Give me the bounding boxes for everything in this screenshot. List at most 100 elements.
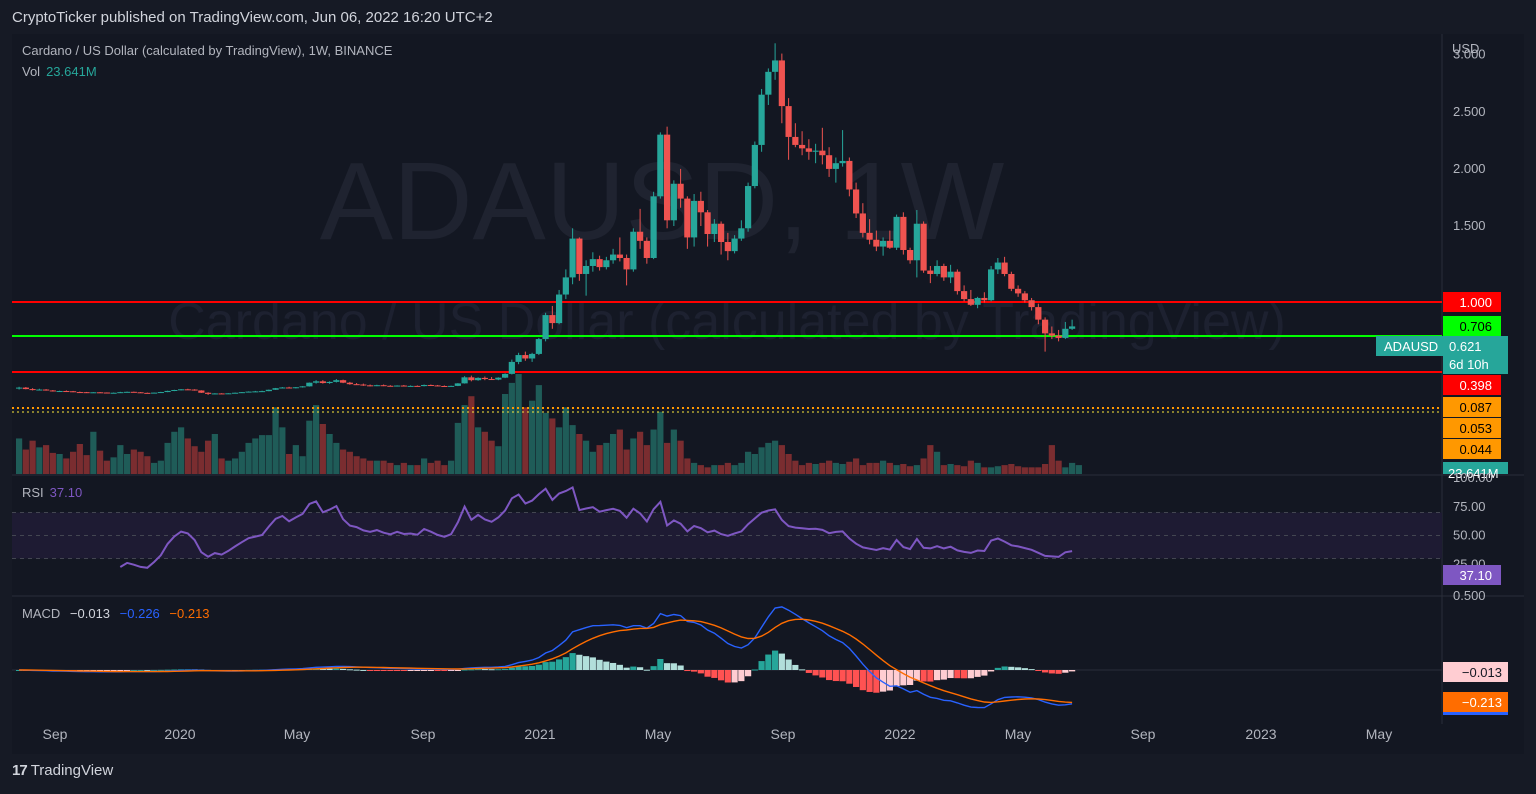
candle-body (245, 391, 252, 393)
macd-line (19, 606, 1073, 709)
candle-body (691, 200, 698, 238)
volume-bar (556, 427, 563, 474)
volume-bar (529, 400, 536, 474)
level-tag-0044: 0.044 (1459, 442, 1492, 457)
volume-bar (306, 420, 313, 474)
volume-bar (738, 462, 745, 474)
candle-body (292, 387, 299, 389)
candle-body (367, 385, 374, 387)
candle-body (549, 315, 556, 324)
macd-histogram-bar (940, 670, 947, 680)
volume-bar (805, 462, 812, 474)
volume-bar (286, 454, 293, 474)
volume-bar (373, 460, 380, 474)
level-tag-0398: 0.398 (1459, 378, 1492, 393)
macd-histogram-bar (886, 670, 893, 691)
macd-histogram-bar (394, 670, 401, 671)
volume-bar (225, 460, 232, 474)
macd-histogram-bar (1035, 670, 1042, 671)
price-tick-label: 3.000 (1453, 47, 1486, 62)
candle-body (974, 297, 981, 305)
candle-body (1001, 262, 1008, 274)
volume-bar (191, 446, 198, 474)
candle-body (508, 361, 515, 374)
volume-bar (1008, 464, 1015, 474)
volume-bar (880, 460, 887, 474)
candle-body (448, 385, 455, 387)
candle-body (900, 216, 907, 250)
candle-body (394, 385, 401, 387)
macd-histogram-bar (434, 670, 441, 671)
level-tag-0053: 0.053 (1459, 421, 1492, 436)
macd-histogram-bar (603, 661, 610, 670)
chart-title: Cardano / US Dollar (calculated by Tradi… (22, 43, 392, 58)
candle-body (738, 228, 745, 239)
volume-bar (711, 465, 718, 474)
volume-bar (326, 434, 333, 474)
candle-body (16, 387, 23, 389)
volume-bar (83, 455, 90, 474)
volume-bar (751, 454, 758, 474)
macd-histogram-bar (103, 670, 110, 671)
volume-bar (623, 449, 630, 474)
volume-bar (630, 438, 637, 474)
macd-histogram-bar (549, 661, 556, 670)
candle-body (151, 392, 158, 394)
candle-body (623, 257, 630, 270)
volume-bar (542, 412, 549, 474)
volume-bar (684, 458, 691, 474)
rsi-legend: RSI 37.10 (22, 485, 82, 500)
macd-histogram-bar (751, 669, 758, 671)
volume-bar (130, 449, 137, 474)
volume-bar (56, 454, 63, 474)
volume-bar (279, 427, 286, 474)
time-tick-label: 2023 (1245, 726, 1276, 742)
macd-histogram-bar (873, 670, 880, 693)
volume-bar (124, 454, 131, 474)
volume-bar (400, 462, 407, 474)
volume-bar (468, 396, 475, 474)
candle-body (488, 379, 495, 381)
volume-bar (765, 442, 772, 474)
candle-body (232, 392, 239, 394)
candle-body (421, 384, 428, 387)
candle-body (49, 390, 56, 392)
volume-bar (549, 418, 556, 474)
candle-body (238, 392, 245, 394)
macd-histogram-bar (468, 669, 475, 671)
macd-histogram-bar (144, 669, 151, 671)
macd-histogram-bar (812, 670, 819, 676)
macd-histogram-bar (576, 654, 583, 670)
candle-body (569, 238, 576, 278)
macd-histogram-bar (360, 669, 367, 671)
chart-area[interactable]: ADAUSD, 1W Cardano / US Dollar (calculate… (12, 34, 1524, 754)
macd-histogram-bar (853, 670, 860, 687)
candle-body (97, 392, 104, 394)
macd-histogram-bar (124, 670, 131, 671)
rsi-tick-label: 75.00 (1453, 499, 1486, 514)
volume-bar (43, 445, 50, 474)
candle-body (576, 238, 583, 274)
macd-histogram-bar (657, 658, 664, 670)
volume-bar (657, 411, 664, 474)
footer-brand[interactable]: 17 TradingView (12, 762, 113, 779)
volume-bar (313, 405, 320, 474)
top-bar: CryptoTicker published on TradingView.co… (0, 0, 1536, 34)
macd-legend: MACD −0.013 −0.226 −0.213 (22, 606, 210, 621)
rsi-tick-label: 100.00 (1453, 470, 1493, 485)
macd-histogram-bar (542, 662, 549, 670)
macd-histogram-bar (515, 666, 522, 670)
macd-histogram-bar (745, 670, 752, 677)
time-tick-label: 2022 (884, 726, 915, 742)
macd-histogram-bar (799, 669, 806, 671)
volume-bar (16, 438, 23, 474)
candle-body (657, 134, 664, 197)
candle-body (812, 150, 819, 152)
candle-body (522, 355, 529, 359)
volume-bar (1055, 460, 1062, 474)
volume-bar (1048, 445, 1055, 474)
volume-label: Vol (22, 64, 41, 79)
candle-body (326, 381, 333, 384)
macd-histogram-bar (117, 670, 124, 671)
